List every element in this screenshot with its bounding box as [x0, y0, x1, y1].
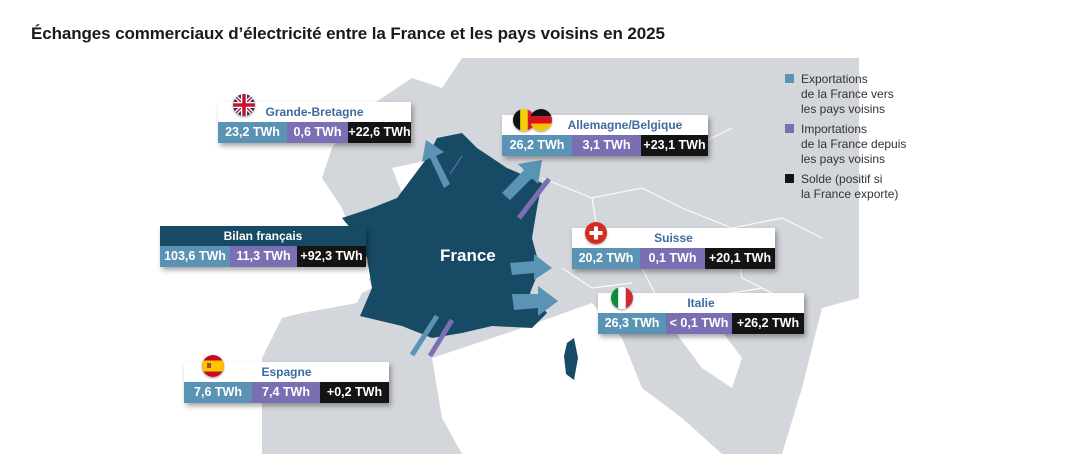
balance-value: +0,2 TWh — [320, 382, 389, 403]
imports-value: 3,1 TWh — [572, 135, 641, 156]
imports-value: 7,4 TWh — [252, 382, 320, 403]
swiss-flag-icon — [585, 222, 607, 244]
card-bilan-francais: Bilan français 103,6 TWh 11,3 TWh +92,3 … — [160, 226, 366, 267]
europe-map — [262, 58, 859, 454]
corsica-shape — [564, 338, 578, 380]
imports-value: 11,3 TWh — [230, 246, 297, 267]
mediterranean-sea — [432, 303, 722, 454]
legend-item-balance: Solde (positif si la France exporte) — [785, 172, 935, 202]
legend-item-exports: Exportations de la France vers les pays … — [785, 72, 935, 117]
country-name: Espagne — [261, 365, 312, 379]
arrow-import-de-be — [517, 177, 551, 220]
country-name: Italie — [687, 296, 715, 310]
adriatic-sea — [672, 318, 742, 388]
exports-value: 23,2 TWh — [218, 122, 287, 143]
france-shape — [342, 133, 547, 338]
exports-swatch-icon — [785, 74, 794, 83]
country-name: Allemagne/Belgique — [567, 118, 683, 132]
arrow-export-ch — [510, 254, 552, 280]
exports-value: 103,6 TWh — [160, 246, 230, 267]
exports-value: 7,6 TWh — [184, 382, 252, 403]
balance-swatch-icon — [785, 174, 794, 183]
legend-item-imports: Importations de la France depuis les pay… — [785, 122, 935, 167]
arrow-export-gb — [422, 140, 450, 188]
bilan-title: Bilan français — [160, 226, 366, 246]
arrow-export-it — [512, 286, 558, 316]
exports-value: 26,2 TWh — [502, 135, 572, 156]
imports-value: 0,6 TWh — [287, 122, 348, 143]
country-name: Grande-Bretagne — [265, 105, 364, 119]
germany-flag-icon — [530, 109, 552, 131]
arrow-import-es — [427, 318, 455, 358]
balance-value: +22,6 TWh — [348, 122, 411, 143]
uk-flag-icon — [233, 94, 255, 116]
balance-value: +20,1 TWh — [705, 248, 775, 269]
country-name: Suisse — [654, 231, 693, 245]
legend: Exportations de la France vers les pays … — [785, 72, 935, 207]
exports-value: 20,2 TWh — [572, 248, 640, 269]
exports-value: 26,3 TWh — [598, 313, 666, 334]
balance-value: +23,1 TWh — [641, 135, 708, 156]
imports-value: 0,1 TWh — [640, 248, 705, 269]
imports-value: < 0,1 TWh — [666, 313, 732, 334]
italy-flag-icon — [611, 287, 633, 309]
imports-swatch-icon — [785, 124, 794, 133]
spain-flag-icon — [202, 355, 224, 377]
card-grande-bretagne: Grande-Bretagne 23,2 TWh 0,6 TWh +22,6 T… — [218, 102, 411, 143]
france-label: France — [440, 246, 496, 265]
balance-value: +92,3 TWh — [297, 246, 366, 267]
arrow-export-de-be — [502, 160, 542, 200]
balance-value: +26,2 TWh — [732, 313, 804, 334]
card-espagne: Espagne 7,6 TWh 7,4 TWh +0,2 TWh — [184, 362, 389, 403]
card-allemagne-belgique: Allemagne/Belgique 26,2 TWh 3,1 TWh +23,… — [502, 115, 708, 156]
aegean-sea — [782, 298, 859, 454]
page-title: Échanges commerciaux d’électricité entre… — [31, 24, 665, 43]
arrow-export-es — [409, 314, 440, 357]
